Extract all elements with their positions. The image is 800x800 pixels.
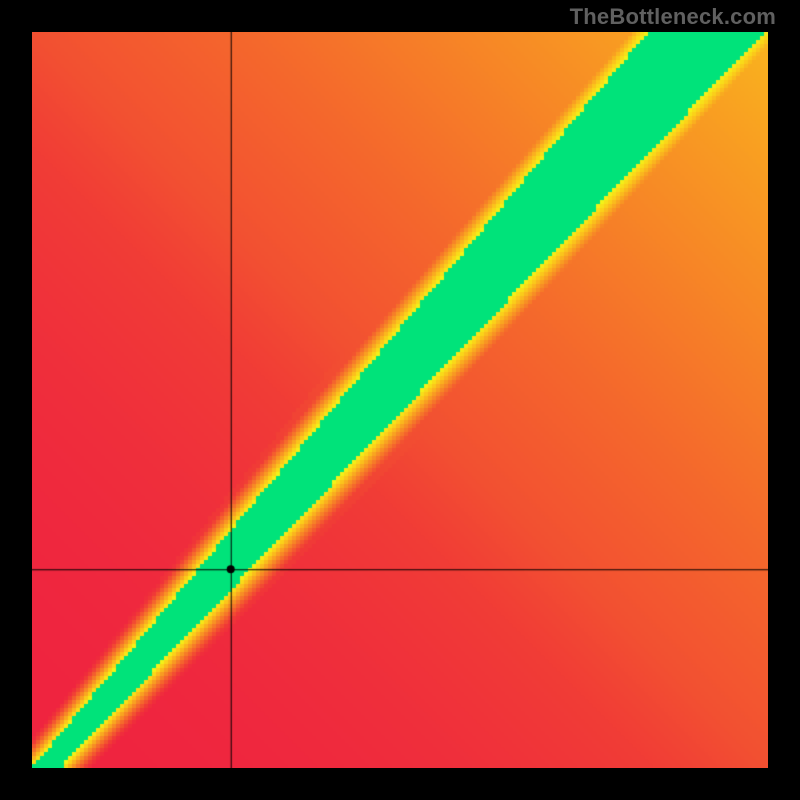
chart-container: TheBottleneck.com <box>0 0 800 800</box>
watermark: TheBottleneck.com <box>570 4 776 30</box>
bottleneck-heatmap <box>32 32 768 768</box>
